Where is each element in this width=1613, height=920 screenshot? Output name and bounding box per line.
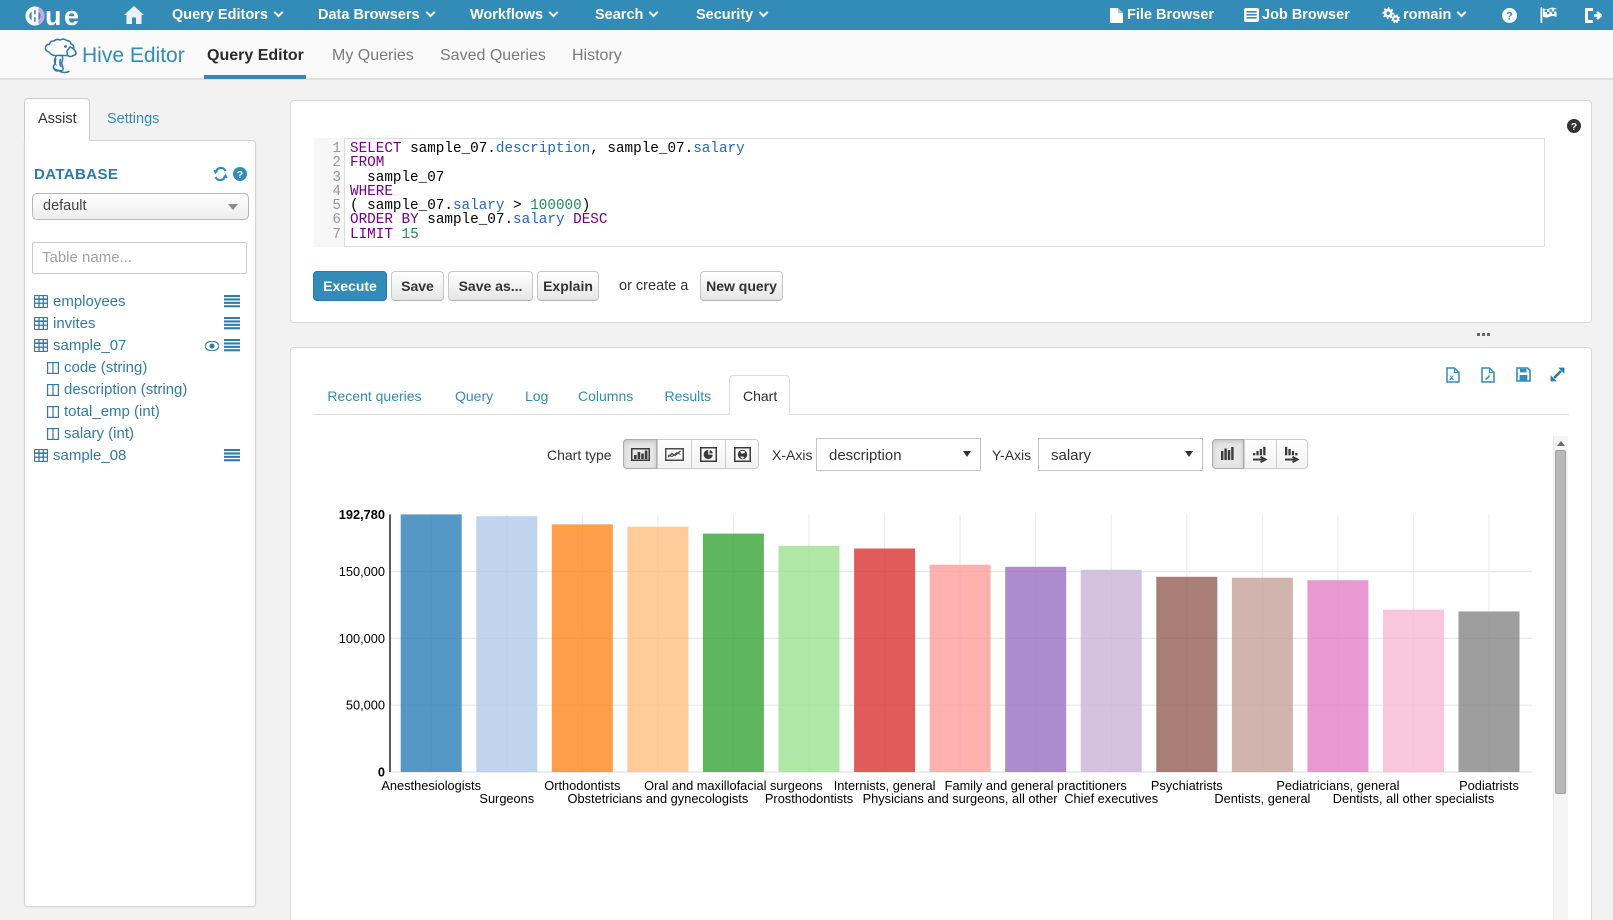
svg-text:Oral and maxillofacial surgeon: Oral and maxillofacial surgeons — [644, 778, 823, 793]
svg-text:x: x — [1449, 372, 1454, 382]
svg-text:Physicians and surgeons, all o: Physicians and surgeons, all other — [863, 791, 1059, 806]
svg-text:?: ? — [1571, 121, 1577, 133]
svg-text:100,000: 100,000 — [339, 631, 385, 646]
svg-text:?: ? — [1506, 11, 1513, 23]
svg-text:50,000: 50,000 — [346, 698, 385, 713]
svg-text:Podiatrists: Podiatrists — [1459, 778, 1519, 793]
svg-text:Prosthodontists: Prosthodontists — [765, 791, 853, 806]
svg-text:Family and general practitione: Family and general practitioners — [945, 778, 1127, 793]
svg-text:Dentists, all other specialist: Dentists, all other specialists — [1333, 791, 1494, 806]
svg-text:Dentists, general: Dentists, general — [1214, 791, 1310, 806]
svg-text:0: 0 — [378, 765, 385, 780]
svg-text:Surgeons: Surgeons — [479, 791, 534, 806]
svg-text:?: ? — [237, 169, 243, 181]
svg-text:192,780: 192,780 — [339, 507, 385, 522]
svg-text:Anesthesiologists: Anesthesiologists — [381, 778, 481, 793]
svg-text:Chief executives: Chief executives — [1064, 791, 1158, 806]
svg-text:150,000: 150,000 — [339, 564, 385, 579]
svg-text:Obstetricians and gynecologist: Obstetricians and gynecologists — [568, 791, 749, 806]
svg-text:Psychiatrists: Psychiatrists — [1151, 778, 1223, 793]
svg-text:Internists, general: Internists, general — [834, 778, 936, 793]
svg-text:Pediatricians, general: Pediatricians, general — [1276, 778, 1399, 793]
svg-text:Orthodontists: Orthodontists — [544, 778, 620, 793]
svg-text:ue: ue — [45, 4, 82, 28]
